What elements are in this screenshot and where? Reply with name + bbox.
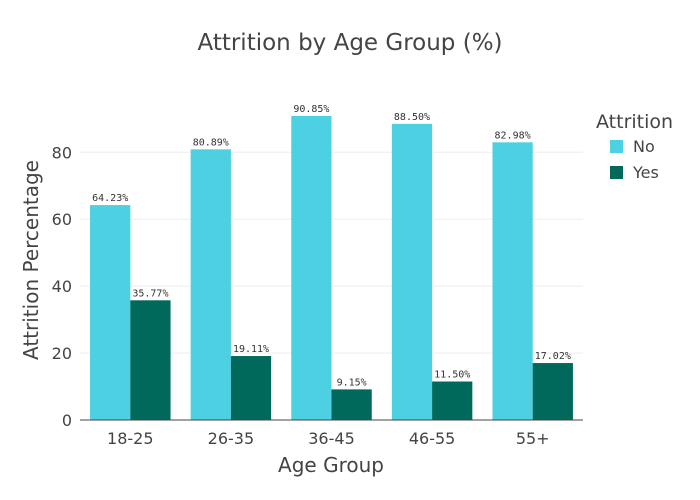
y-tick-label: 40 <box>52 277 72 296</box>
bar-yes-46-55 <box>432 381 473 420</box>
legend-swatch-no <box>610 140 623 153</box>
x-axis-ticks: 18-25 26-35 36-45 46-55 55+ <box>107 429 550 448</box>
legend-title: Attrition <box>596 111 673 133</box>
data-label: 9.15% <box>337 377 367 388</box>
x-tick-label: 46-55 <box>409 429 456 448</box>
y-tick-label: 60 <box>52 210 72 229</box>
data-label: 64.23% <box>92 193 128 204</box>
chart-title: Attrition by Age Group (%) <box>197 30 502 56</box>
data-label: 80.89% <box>193 137 229 148</box>
legend-items: No Yes <box>610 137 659 182</box>
bar-yes-26-35 <box>230 356 272 420</box>
y-tick-label: 80 <box>52 143 72 162</box>
y-axis-ticks: 0 20 40 60 80 <box>52 143 72 430</box>
x-tick-label: 36-45 <box>308 429 355 448</box>
bars <box>90 115 573 421</box>
data-label: 35.77% <box>132 288 168 299</box>
data-label: 11.50% <box>434 370 470 381</box>
legend: Attrition No Yes <box>596 111 673 182</box>
data-label: 90.85% <box>293 104 329 115</box>
bar-no-55+ <box>492 142 533 420</box>
legend-label-yes: Yes <box>632 163 659 182</box>
x-tick-label: 26-35 <box>208 429 255 448</box>
bar-yes-18-25 <box>130 300 171 420</box>
bar-yes-36-45 <box>331 389 372 420</box>
x-tick-label: 55+ <box>516 429 550 448</box>
bar-no-36-45 <box>291 115 332 420</box>
bar-no-18-25 <box>90 205 131 420</box>
data-label: 19.11% <box>233 344 269 355</box>
y-tick-label: 20 <box>52 344 72 363</box>
x-axis-title: Age Group <box>278 453 384 477</box>
y-axis-title: Attrition Percentage <box>19 160 43 360</box>
data-label: 88.50% <box>394 112 430 123</box>
bar-no-26-35 <box>190 149 231 421</box>
bar-no-46-55 <box>391 123 433 421</box>
y-tick-label: 0 <box>62 411 72 430</box>
data-label: 82.98% <box>495 130 531 141</box>
data-labels: 64.23% 35.77% 80.89% 19.11% 90.85% 9.15% 88.50… <box>92 104 571 388</box>
bar-yes-55+ <box>532 363 573 420</box>
x-tick-label: 18-25 <box>107 429 154 448</box>
legend-swatch-yes <box>610 166 623 179</box>
legend-label-no: No <box>633 137 655 156</box>
data-label: 17.02% <box>535 351 571 362</box>
